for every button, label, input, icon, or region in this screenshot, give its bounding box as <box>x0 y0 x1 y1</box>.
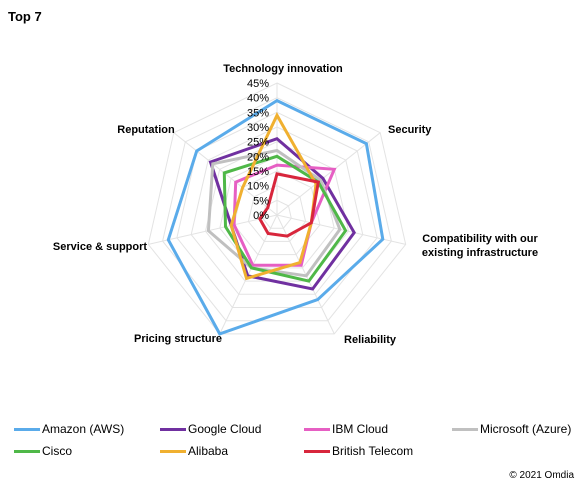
series-lines <box>166 98 385 336</box>
legend-label: IBM Cloud <box>332 422 389 436</box>
series-line-amazon-aws <box>166 98 385 336</box>
grid-ring <box>190 126 364 295</box>
tick-label: 0% <box>253 210 269 222</box>
legend-swatch <box>14 449 40 453</box>
grid-ring <box>262 199 292 229</box>
legend-swatch <box>14 427 40 431</box>
tick-label: 45% <box>247 78 269 90</box>
grid-spoke <box>276 132 381 216</box>
tick-label: 15% <box>247 166 269 178</box>
legend-item: Microsoft (Azure) <box>452 422 571 436</box>
axis-label: Reliability <box>344 334 397 346</box>
tick-label: 35% <box>247 107 269 119</box>
legend-swatch <box>304 427 330 431</box>
radar-chart: 0% 5% 10% 15% 20% 25% 30% 35% 40% 45% Technology … <box>53 63 539 346</box>
legend-label: Google Cloud <box>188 422 262 436</box>
series-line-alibaba <box>229 112 318 281</box>
axis-label: Service & support <box>53 241 147 253</box>
page-title: Top 7 <box>8 9 42 24</box>
axis-label: Security <box>388 124 432 136</box>
tick-label: 25% <box>247 137 269 149</box>
copyright-notice: © 2021 Omdia <box>509 470 574 481</box>
legend-label: Microsoft (Azure) <box>480 422 572 436</box>
tick-label: 5% <box>253 195 269 207</box>
legend-label: Alibaba <box>188 444 229 458</box>
chart-legend: Amazon (AWS) Google Cloud IBM Cloud Microso… <box>14 422 580 462</box>
grid-ring <box>147 82 407 335</box>
legend-item: IBM Cloud <box>304 422 388 436</box>
legend-item: Amazon (AWS) <box>14 422 124 436</box>
legend-item: Google Cloud <box>160 422 261 436</box>
axis-label: Reputation <box>117 124 175 136</box>
axis-labels: Technology innovation Security Compatibili… <box>53 63 539 346</box>
grid-ring <box>247 185 307 242</box>
grid-ring <box>162 97 392 322</box>
legend-swatch <box>304 449 330 453</box>
radial-tick-labels: 0% 5% 10% 15% 20% 25% 30% 35% 40% 45% <box>247 78 269 222</box>
legend-label: Cisco <box>42 444 73 458</box>
tick-label: 30% <box>247 122 269 134</box>
tick-label: 10% <box>247 181 269 193</box>
series-line-cisco <box>222 154 348 283</box>
legend-item: Alibaba <box>160 444 228 458</box>
series-line-microsoft-azure <box>206 148 342 278</box>
legend-label: Amazon (AWS) <box>42 422 125 436</box>
axis-label: Technology innovation <box>223 63 343 75</box>
legend-label: British Telecom <box>332 444 414 458</box>
legend-swatch <box>160 449 186 453</box>
axis-label: Pricing structure <box>134 333 222 345</box>
legend-item: Cisco <box>14 444 72 458</box>
series-line-british-telecom <box>258 172 321 238</box>
legend-swatch <box>452 427 478 431</box>
axis-label: Compatibility with our existing infrastru… <box>422 233 539 259</box>
series-line-ibm-cloud <box>232 163 337 267</box>
radar-grid <box>147 82 407 335</box>
legend-item: British Telecom <box>304 444 413 458</box>
tick-label: 40% <box>247 93 269 105</box>
tick-label: 20% <box>247 151 269 163</box>
legend-swatch <box>160 427 186 431</box>
